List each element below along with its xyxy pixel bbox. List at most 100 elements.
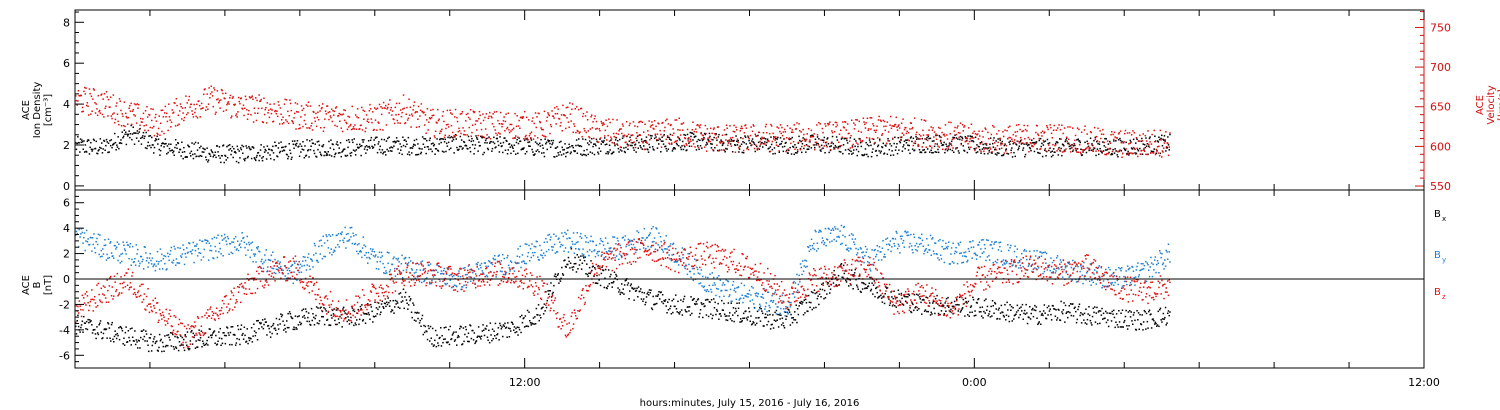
data-point <box>310 145 312 147</box>
data-point <box>883 295 885 297</box>
data-point <box>948 142 951 144</box>
data-point <box>383 138 386 141</box>
data-point <box>123 344 126 346</box>
data-point <box>623 147 625 149</box>
data-point <box>585 273 587 275</box>
data-point <box>764 313 767 315</box>
data-point <box>1145 145 1148 147</box>
data-point <box>242 338 245 340</box>
data-point <box>681 145 683 147</box>
data-point <box>880 120 882 122</box>
data-point <box>786 315 788 318</box>
data-point <box>298 128 300 130</box>
data-point <box>440 327 442 329</box>
data-point <box>250 327 253 329</box>
data-point <box>237 249 240 252</box>
data-point <box>960 142 962 145</box>
data-point <box>738 147 740 149</box>
data-points-layer <box>75 85 1171 353</box>
data-point <box>355 149 358 151</box>
data-point <box>547 112 549 114</box>
data-point <box>106 337 108 339</box>
data-point <box>317 148 319 151</box>
data-point <box>599 129 601 132</box>
data-point <box>1106 148 1109 150</box>
data-point <box>105 105 107 108</box>
data-point <box>591 114 593 116</box>
data-point <box>742 137 744 140</box>
data-point <box>831 135 834 138</box>
data-point <box>215 250 217 252</box>
data-point <box>1078 144 1081 146</box>
data-point <box>567 147 570 149</box>
data-point <box>506 127 508 130</box>
data-point <box>236 145 238 148</box>
data-point <box>1022 318 1024 320</box>
data-point <box>224 155 227 157</box>
data-point <box>139 124 141 126</box>
data-point <box>397 148 399 150</box>
data-point <box>504 120 507 123</box>
data-point <box>970 123 973 125</box>
data-point <box>775 309 778 312</box>
data-point <box>1019 128 1021 131</box>
data-point <box>452 136 455 139</box>
data-point <box>227 101 230 103</box>
data-point <box>1061 154 1063 157</box>
data-point <box>356 108 359 110</box>
data-point <box>1025 142 1027 144</box>
data-point <box>777 326 780 328</box>
data-point <box>1070 144 1073 146</box>
data-point <box>527 139 529 141</box>
data-point <box>1154 321 1157 324</box>
data-point <box>728 140 730 142</box>
data-point <box>617 133 620 135</box>
data-point <box>497 140 499 143</box>
data-point <box>421 136 424 138</box>
data-point <box>1084 141 1086 144</box>
data-point <box>183 146 185 149</box>
data-point <box>704 305 706 307</box>
data-point <box>486 134 488 136</box>
data-point <box>1075 321 1078 324</box>
data-point <box>416 311 419 314</box>
data-point <box>502 151 504 154</box>
data-point <box>605 152 607 155</box>
data-point <box>766 141 768 144</box>
data-point <box>816 142 818 144</box>
data-point <box>1076 127 1079 129</box>
data-point <box>1144 311 1146 313</box>
data-point <box>380 303 383 305</box>
data-point <box>1044 140 1047 142</box>
data-point <box>969 138 971 140</box>
data-point <box>603 139 605 142</box>
data-point <box>458 145 461 148</box>
data-point <box>243 241 246 244</box>
data-point <box>510 123 513 126</box>
data-point <box>877 119 880 121</box>
data-point <box>268 259 270 261</box>
data-point <box>678 117 680 119</box>
data-point <box>338 112 340 115</box>
data-point <box>684 137 687 140</box>
data-point <box>339 113 342 116</box>
data-point <box>189 152 191 154</box>
data-point <box>434 130 437 132</box>
data-point <box>177 262 180 264</box>
data-point <box>713 136 715 139</box>
data-point <box>1031 309 1033 311</box>
data-point <box>489 142 491 144</box>
data-point <box>988 313 990 315</box>
data-point <box>849 279 851 281</box>
data-point <box>253 255 256 257</box>
data-point <box>269 154 271 156</box>
data-point <box>512 150 515 152</box>
data-point <box>92 88 95 90</box>
data-point <box>484 128 487 130</box>
data-point <box>143 125 145 127</box>
data-point <box>1015 311 1018 313</box>
data-point <box>747 146 749 148</box>
data-point <box>613 271 616 273</box>
data-point <box>1165 146 1168 148</box>
data-point <box>1092 150 1094 152</box>
